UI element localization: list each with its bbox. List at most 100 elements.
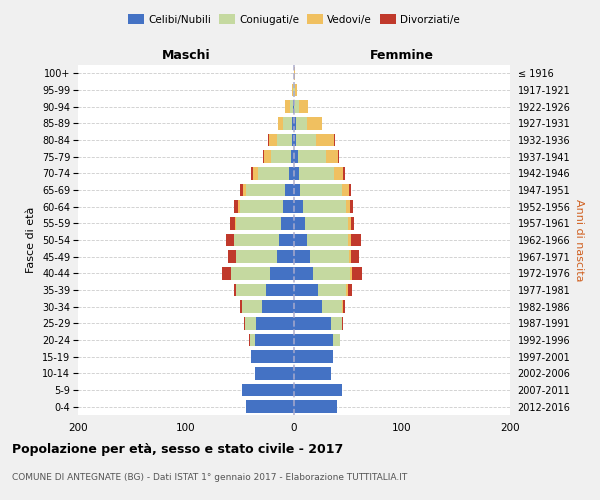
Bar [294,284,318,296]
Bar [294,150,338,163]
Bar [294,184,301,196]
Bar [294,250,351,263]
Bar [294,200,350,213]
Bar [294,350,333,363]
Bar [294,317,331,330]
Text: Popolazione per età, sesso e stato civile - 2017: Popolazione per età, sesso e stato civil… [12,442,343,456]
Bar [255,367,294,380]
Bar [294,234,348,246]
Bar [247,400,294,413]
Bar [230,217,294,230]
Bar [226,234,294,246]
Bar [283,200,294,213]
Bar [277,134,294,146]
Bar [255,367,294,380]
Bar [278,117,294,130]
Bar [233,284,294,296]
Bar [294,167,345,179]
Bar [271,150,294,163]
Bar [294,117,296,130]
Y-axis label: Anni di nascita: Anni di nascita [574,198,584,281]
Bar [294,367,331,380]
Bar [251,167,294,179]
Bar [251,350,294,363]
Bar [294,200,302,213]
Bar [286,184,294,196]
Bar [266,284,294,296]
Bar [240,300,294,313]
Bar [294,234,307,246]
Bar [294,217,348,230]
Bar [294,67,295,80]
Bar [289,167,294,179]
Bar [292,117,294,130]
Bar [293,100,294,113]
Bar [294,184,351,196]
Bar [294,284,352,296]
Bar [294,200,346,213]
Bar [294,317,343,330]
Bar [238,200,294,213]
Bar [294,234,361,246]
Bar [294,150,340,163]
Bar [236,250,294,263]
Bar [243,184,294,196]
Bar [294,334,333,346]
Bar [242,384,294,396]
Bar [235,217,294,230]
Bar [294,384,341,396]
Bar [290,100,294,113]
Bar [294,317,341,330]
Bar [294,150,326,163]
Bar [294,400,337,413]
Bar [242,384,294,396]
Bar [294,117,307,130]
Bar [294,384,341,396]
Bar [247,400,294,413]
Bar [294,134,316,146]
Bar [255,367,294,380]
Bar [294,184,341,196]
Bar [294,350,333,363]
Bar [245,317,294,330]
Bar [240,200,294,213]
Bar [277,250,294,263]
Bar [294,117,322,130]
Bar [294,84,297,96]
Bar [294,300,341,313]
Bar [236,284,294,296]
Bar [294,150,298,163]
Bar [294,217,305,230]
Bar [279,234,294,246]
Bar [264,150,294,163]
Bar [270,267,294,280]
Bar [283,117,294,130]
Bar [294,400,337,413]
Bar [294,167,334,179]
Bar [294,267,313,280]
Bar [251,350,294,363]
Bar [294,250,359,263]
Bar [262,300,294,313]
Bar [294,300,322,313]
Bar [251,350,294,363]
Bar [294,167,343,179]
Bar [236,217,294,230]
Bar [232,267,294,280]
Bar [281,217,294,230]
Y-axis label: Fasce di età: Fasce di età [26,207,37,273]
Bar [294,117,322,130]
Bar [294,67,295,80]
Bar [240,184,294,196]
Bar [255,334,294,346]
Bar [236,250,294,263]
Bar [294,217,351,230]
Bar [263,150,294,163]
Bar [259,167,294,179]
Bar [247,184,294,196]
Bar [245,317,294,330]
Bar [294,167,299,179]
Bar [294,250,349,263]
Bar [294,300,343,313]
Bar [294,384,341,396]
